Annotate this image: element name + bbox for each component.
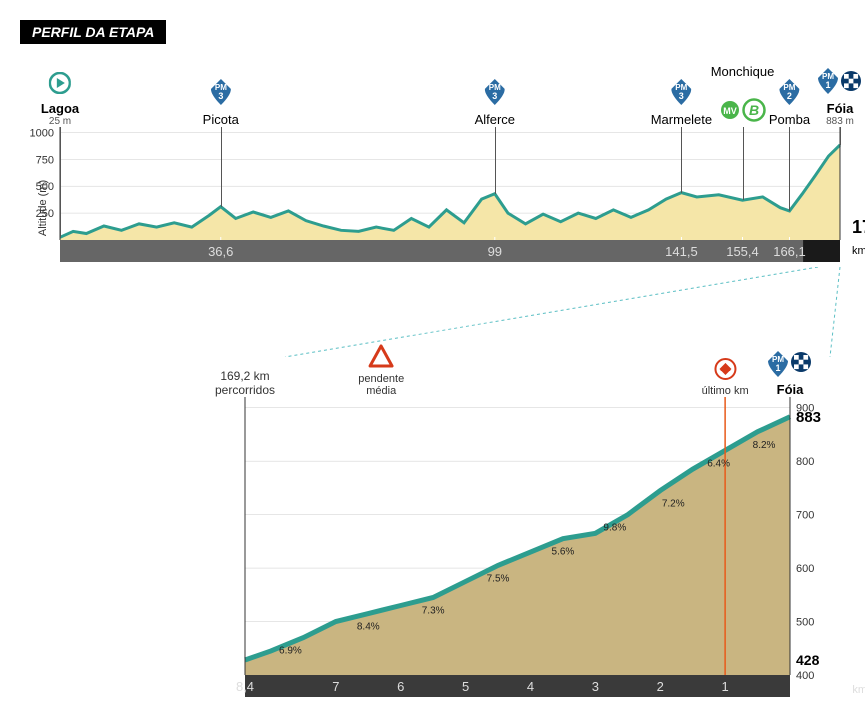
main-profile-chart: Altitude (m) Lagoa25 mPM3PicotaPM3Alferc…	[60, 52, 845, 267]
total-distance: 177,6 km	[852, 217, 865, 259]
svg-text:600: 600	[796, 563, 814, 575]
svg-text:5.6%: 5.6%	[552, 547, 575, 558]
svg-text:7.2%: 7.2%	[662, 499, 685, 510]
svg-text:3: 3	[492, 91, 497, 101]
last-km-marker: último km	[702, 358, 749, 397]
svg-text:428: 428	[796, 652, 820, 668]
svg-text:2: 2	[657, 679, 664, 694]
svg-text:MV: MV	[723, 106, 737, 116]
percorridos-label: 169,2 kmpercorridos	[215, 369, 275, 397]
svg-text:400: 400	[796, 670, 814, 682]
stage-profile-title: PERFIL DA ETAPA	[20, 20, 166, 44]
detail-markers-row: 169,2 kmpercorridospendente médiaúltimo …	[245, 327, 790, 397]
svg-text:155,4: 155,4	[726, 244, 759, 259]
main-markers-row: Lagoa25 mPM3PicotaPM3AlfercePM3Marmelete…	[60, 52, 840, 127]
svg-text:4: 4	[527, 679, 534, 694]
svg-text:99: 99	[488, 244, 502, 259]
detail-profile-chart: 169,2 kmpercorridospendente médiaúltimo …	[245, 327, 845, 702]
svg-text:166,1: 166,1	[773, 244, 806, 259]
svg-text:2: 2	[787, 91, 792, 101]
svg-text:141,5: 141,5	[665, 244, 698, 259]
svg-text:883: 883	[796, 409, 821, 426]
detail-profile-svg: 4005006007008009008,476543218834286.9%8.…	[245, 397, 790, 697]
marker-picota: PM3Picota	[203, 79, 239, 127]
svg-text:7.5%: 7.5%	[487, 573, 510, 584]
detail-km-unit: km	[852, 684, 865, 696]
avg-gradient-marker: pendente média	[358, 344, 404, 397]
svg-text:6.9%: 6.9%	[279, 646, 302, 657]
svg-text:7.3%: 7.3%	[422, 605, 445, 616]
svg-text:5: 5	[462, 679, 469, 694]
svg-text:800: 800	[796, 456, 814, 468]
svg-text:9.8%: 9.8%	[603, 523, 626, 534]
y-axis-label-main: Altitude (m)	[37, 180, 49, 236]
svg-text:1: 1	[775, 363, 780, 373]
svg-text:1: 1	[825, 80, 830, 90]
svg-text:8.2%: 8.2%	[753, 440, 776, 451]
svg-text:36,6: 36,6	[208, 244, 233, 259]
svg-text:1: 1	[722, 679, 729, 694]
marker-point: MonchiqueMVB	[720, 98, 766, 127]
svg-text:8,4: 8,4	[236, 679, 254, 694]
marker-alferce: PM3Alferce	[475, 79, 515, 127]
svg-text:1000: 1000	[30, 127, 54, 139]
svg-text:8.4%: 8.4%	[357, 622, 380, 633]
svg-text:6: 6	[397, 679, 404, 694]
svg-text:3: 3	[679, 91, 684, 101]
svg-text:7: 7	[332, 679, 339, 694]
svg-text:500: 500	[796, 617, 814, 629]
svg-text:3: 3	[218, 91, 223, 101]
svg-text:700: 700	[796, 510, 814, 522]
svg-text:B: B	[748, 102, 758, 118]
finish-marker-detail: PM1Fóia	[768, 351, 812, 397]
marker-pomba: PM2Pomba	[769, 79, 810, 127]
marker-marmelete: PM3Marmelete	[651, 79, 712, 127]
svg-text:3: 3	[592, 679, 599, 694]
marker-fóia: PM1Fóia883 m	[818, 68, 862, 127]
svg-text:6.4%: 6.4%	[707, 458, 730, 469]
main-profile-svg: 250500750100036,699141,5155,4166,1	[60, 127, 840, 262]
svg-text:750: 750	[36, 154, 54, 166]
marker-lagoa: Lagoa25 m	[41, 72, 79, 127]
